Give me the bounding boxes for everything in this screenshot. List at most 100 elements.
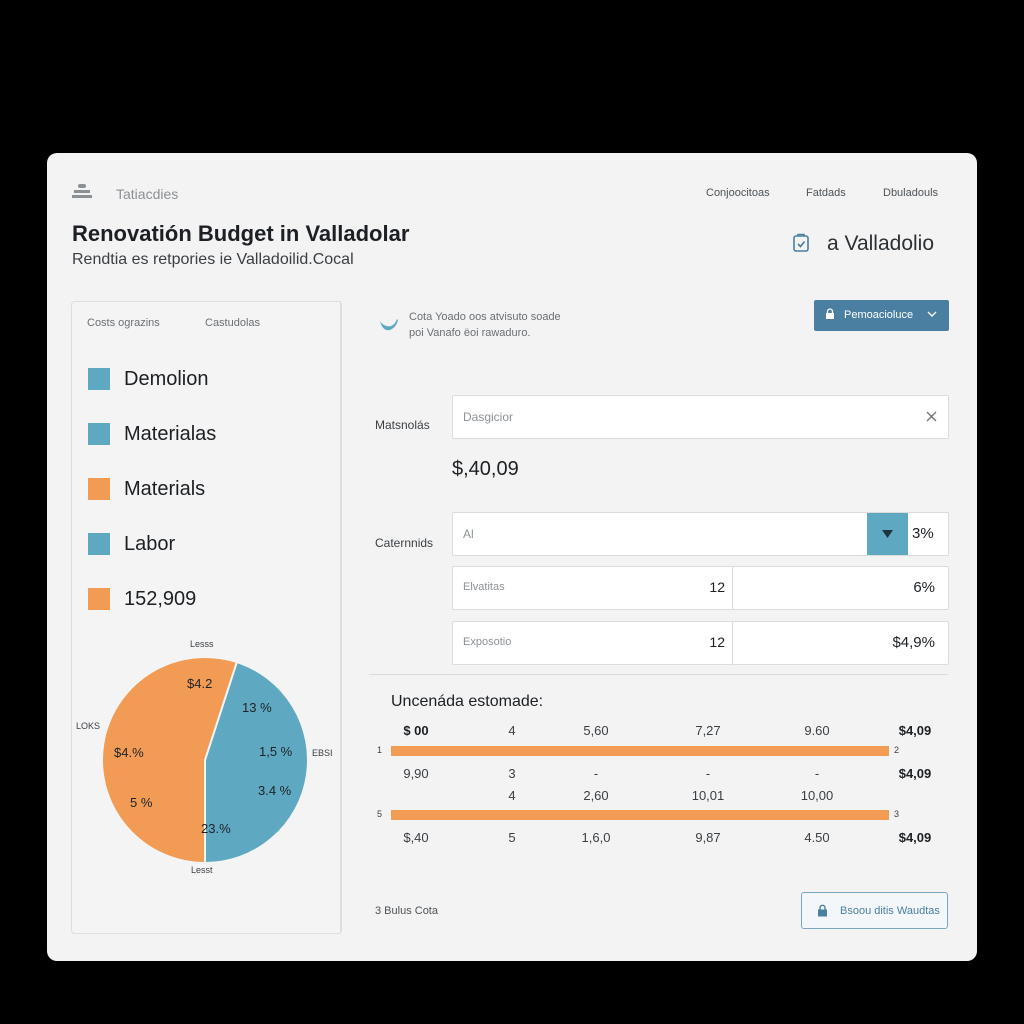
pie-slice-label: 1,5 % [259,744,293,759]
item-row-percent-field[interactable]: 6% [732,566,949,610]
item-row-name: Elvatitas [463,581,505,593]
section-divider [369,674,948,675]
pie-slice-label: $4.2 [187,676,212,691]
estimate-cell: $,40 [403,830,429,845]
row-mark: 2 [894,745,900,755]
legend-label: 152,909 [124,588,197,610]
close-icon[interactable] [926,411,937,422]
bird-icon[interactable] [379,317,399,335]
chevron-down-icon [927,311,937,317]
contents-percent: 3% [912,525,934,542]
project-button[interactable]: Pemoacioluce [814,300,949,331]
legend-swatch [88,423,110,445]
estimate-cell: 1,6,0 [581,830,611,845]
estimate-cell: 10,01 [691,788,725,803]
estimate-cell: 2,60 [583,788,609,803]
footer-button[interactable]: Bsoou ditis Waudtas [801,892,948,929]
info-line: poi Vanafo ëoi rawaduro. [409,327,531,339]
nav-item-1[interactable]: Conjoocitoas [706,187,770,199]
pie-slice-0 [204,660,309,865]
pie-slice-label: $4.% [114,745,144,760]
nav-item-3[interactable]: Dbuladouls [883,187,939,199]
estimate-cell: $ 00 [403,723,429,738]
page-title: Renovatión Budget in Valladolar [72,221,410,246]
description-placeholder: Dasgicior [463,410,514,424]
estimate-cell: 4 [508,788,516,803]
contents-select[interactable]: Al 3% [452,512,949,556]
pie-label-top: Lesss [190,639,214,649]
pie-label-right: EBSI [312,748,333,758]
lock-icon [818,904,827,917]
estimate-title: Uncenáda estomade: [391,693,544,710]
estimate-cell: 3 [508,766,516,781]
estimate-cell: - [593,766,599,781]
item-row-name: Exposotio [463,636,512,648]
estimate-cell: 9,90 [403,766,429,781]
item-row-pct: 6% [913,579,935,596]
estimate-cell: 9,87 [695,830,721,845]
pie-label-left: LOKS [76,721,100,731]
item-row-pct: $4,9% [892,634,935,651]
materials-label: Matsnolás [375,418,430,432]
pie-slice-label: 3.4 % [258,783,292,798]
pie-slice-label: 5 % [130,795,153,810]
estimate-cell: 4.50 [804,830,830,845]
app-window: Tatiacdies Conjoocitoas Fatdads Dbuladou… [47,153,977,961]
estimate-cell: $4,09 [898,766,932,781]
info-line: Cota Yoado oos atvisuto soade [409,311,561,323]
row-mark: 5 [377,809,383,819]
footer-button-label: Bsoou ditis Waudtas [840,905,940,917]
estimate-bar [391,810,889,820]
legend-swatch [88,533,110,555]
estimate-cell: 9.60 [804,723,830,738]
estimate-cell: - [705,766,711,781]
estimate-cell: 10,00 [800,788,834,803]
brand-name: Tatiacdies [116,186,179,202]
legend-label: Materials [124,478,206,500]
legend-swatch [88,368,110,390]
page-subtitle: Rendtia es retpories ie Valladoilid.Coca… [72,251,354,268]
legend-label: Demolion [124,368,209,390]
location-label: a Valladolio [827,232,935,255]
category-panel: Costs ograzins Castudolas Demolion Mater… [71,301,342,934]
nav-item-2[interactable]: Fatdads [806,187,846,199]
legend-label: Labor [124,533,176,555]
description-input[interactable]: Dasgicior [452,395,949,439]
pie-slice-label: 23.% [201,821,231,836]
legend-swatch [88,478,110,500]
pie-slice-label: 13 % [242,700,272,715]
estimate-cell: 4 [508,723,516,738]
item-row-field[interactable]: Elvatitas 12 [452,566,734,610]
footer-note: 3 Bulus Cota [375,905,438,917]
estimate-bar [391,746,889,756]
estimate-cell: - [814,766,820,781]
project-button-label: Pemoacioluce [844,309,914,321]
stack-icon [72,184,92,198]
pie-label-bottom: Lesst [191,865,213,875]
budget-amount: $,40,09 [452,458,519,480]
item-row-field[interactable]: Exposotio 12 [452,621,734,665]
contents-select-value: Al [463,527,474,541]
lock-icon [826,308,834,319]
tab-castudolas[interactable]: Castudolas [205,317,261,329]
budget-pie-chart: Lesss LOKS EBSI Lesst $4.2 $4.% 5 % 13 %… [76,639,333,875]
estimate-cell: 7,27 [695,723,721,738]
row-mark: 1 [377,745,383,755]
triangle-down-icon [882,530,893,538]
legend-label: Materialas [124,423,217,445]
contents-label: Caternnids [375,536,434,550]
panel-divider [340,301,341,932]
clipboard-icon [793,233,809,252]
tab-cost-categories[interactable]: Costs ograzins [87,317,160,329]
item-row-qty: 12 [709,579,725,595]
item-row-percent-field[interactable]: $4,9% [732,621,949,665]
legend-swatch [88,588,110,610]
select-dropdown-toggle[interactable] [867,513,908,555]
row-mark: 3 [894,809,900,819]
item-row-qty: 12 [709,634,725,650]
pie-slice-1 [101,656,239,865]
estimate-cell: 5,60 [583,723,609,738]
estimate-cell: $4,09 [898,723,932,738]
estimate-cell: 5 [508,830,516,845]
estimate-cell: $4,09 [898,830,932,845]
